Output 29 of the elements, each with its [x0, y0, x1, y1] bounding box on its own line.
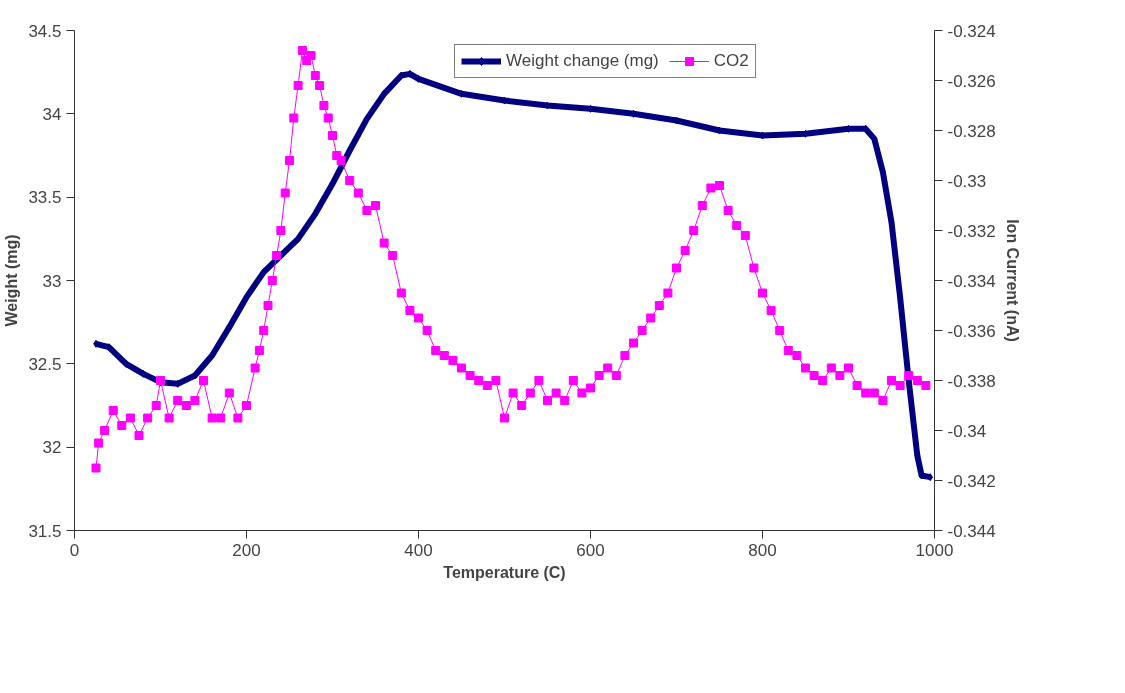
y2-tick-label: -0.34 — [947, 421, 987, 441]
x-tick-label: 1000 — [915, 540, 954, 560]
x-tick-label: 600 — [576, 540, 605, 560]
legend-label: Weight change (mg) — [506, 51, 659, 71]
y2-tick-label: -0.334 — [947, 271, 996, 291]
y2-tick-label: -0.33 — [947, 171, 987, 191]
y-tick-label: 33 — [42, 271, 62, 291]
x-tick-label: 200 — [232, 540, 261, 560]
x-tick-label: 400 — [404, 540, 433, 560]
y2-tick-label: -0.344 — [947, 521, 996, 541]
y2-tick-label: -0.332 — [947, 221, 996, 241]
x-tick-label: 0 — [69, 540, 80, 560]
y-tick-label: 31.5 — [28, 521, 62, 541]
y2-tick-label: -0.336 — [947, 321, 996, 341]
y2-tick-label: -0.324 — [947, 21, 996, 41]
x-axis-title: Temperature (C) — [443, 563, 566, 581]
y-tick-label: 32 — [42, 438, 62, 458]
y2-axis-title: Ion Current (nA) — [1003, 219, 1021, 342]
y-tick-label: 32.5 — [28, 354, 62, 374]
legend-label: CO2 — [713, 51, 749, 71]
y2-tick-label: -0.326 — [947, 71, 996, 91]
y-tick-label: 34 — [42, 104, 62, 124]
y2-tick-label: -0.328 — [947, 121, 996, 141]
y2-tick-label: -0.338 — [947, 371, 996, 391]
y-tick-label: 34.5 — [28, 21, 62, 41]
x-tick-label: 800 — [748, 540, 777, 560]
y2-tick-label: -0.342 — [947, 471, 996, 491]
y-tick-label: 33.5 — [28, 188, 62, 208]
y-axis-title: Weight (mg) — [3, 234, 21, 327]
